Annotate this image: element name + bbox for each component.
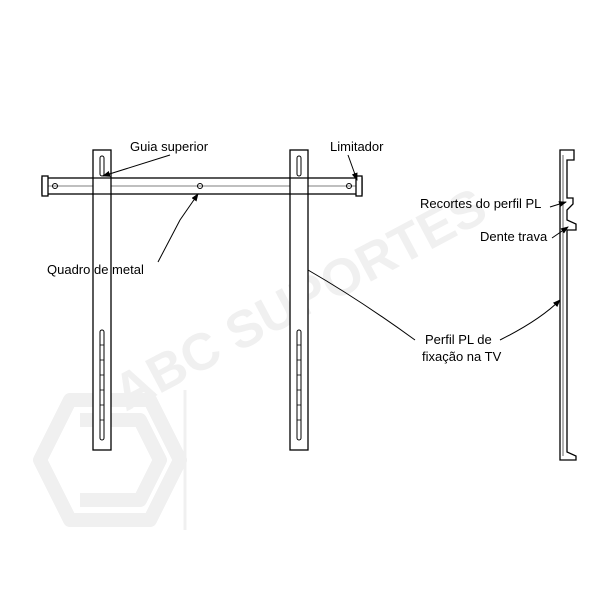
diagram-svg bbox=[0, 0, 603, 600]
label-perfil-l1: Perfil PL de bbox=[425, 332, 492, 347]
label-dente-trava: Dente trava bbox=[480, 229, 547, 244]
label-limitador: Limitador bbox=[330, 139, 383, 154]
label-recortes: Recortes do perfil PL bbox=[420, 196, 541, 211]
side-profile bbox=[560, 150, 576, 460]
left-vertical-bar bbox=[93, 150, 111, 450]
label-guia-superior: Guia superior bbox=[130, 139, 208, 154]
right-vertical-bar bbox=[290, 150, 308, 450]
label-quadro-metal: Quadro de metal bbox=[47, 262, 144, 277]
label-perfil-l2: fixação na TV bbox=[422, 349, 501, 364]
leader-quadro bbox=[158, 194, 198, 262]
leader-perfil-right bbox=[500, 300, 560, 340]
leader-guia-superior bbox=[103, 155, 170, 176]
leader-limitador bbox=[348, 155, 357, 180]
leader-perfil-left bbox=[308, 270, 415, 340]
